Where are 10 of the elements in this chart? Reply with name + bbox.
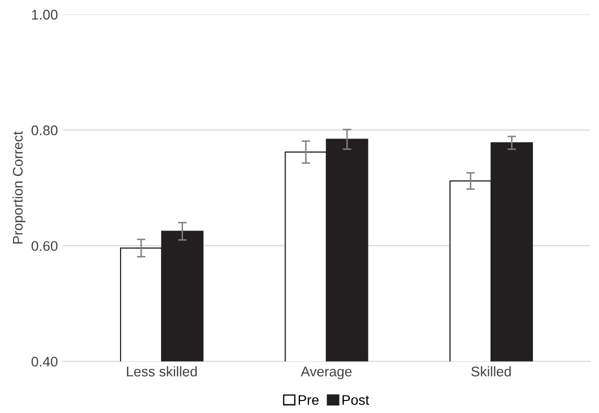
x-tick-label: Average <box>300 366 352 380</box>
x-tick-label: Less skilled <box>126 366 197 376</box>
y-tick-label: 0.40 <box>32 356 58 367</box>
y-axis-title: Proportion Correct <box>12 131 26 244</box>
y-tick-label: 0.60 <box>32 241 58 251</box>
legend-label: Pre <box>298 395 319 405</box>
x-tick-label: Skilled <box>471 366 511 376</box>
y-tick-label: 1.00 <box>32 10 58 20</box>
legend-label: Post <box>342 395 370 405</box>
y-tick-label: 0.80 <box>32 125 58 136</box>
